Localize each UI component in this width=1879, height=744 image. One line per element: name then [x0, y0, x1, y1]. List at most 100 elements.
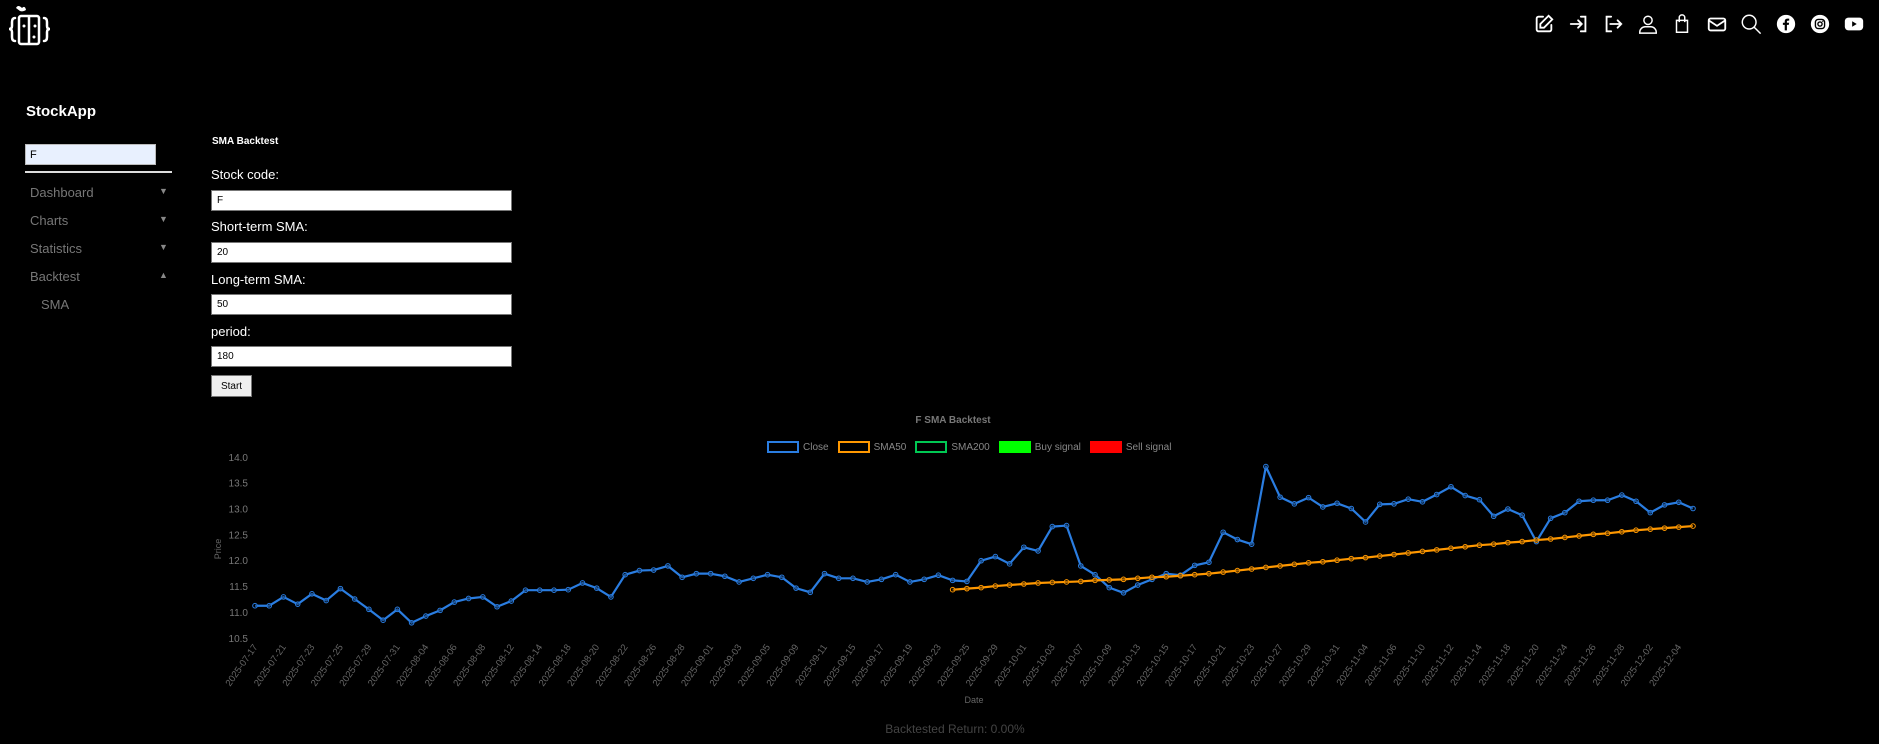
- data-point-close: [1633, 498, 1639, 505]
- data-point-close: [821, 570, 828, 577]
- data-point-close: [1291, 501, 1298, 507]
- data-point-close: [622, 571, 628, 578]
- legend-swatch: [915, 441, 948, 453]
- short-sma-label: Short-term SMA:: [211, 219, 308, 234]
- data-point-close: [494, 603, 500, 610]
- page-title: SMA Backtest: [212, 136, 279, 147]
- instagram-icon[interactable]: [1809, 13, 1831, 35]
- data-point-sma50: [1206, 570, 1212, 577]
- data-point-close: [551, 587, 557, 594]
- sidebar-item-statistics[interactable]: Statistics: [30, 241, 82, 256]
- legend-item-sma200[interactable]: SMA200: [915, 441, 990, 453]
- data-point-close: [252, 602, 258, 609]
- data-point-close: [1063, 522, 1070, 529]
- shopping-bag-icon[interactable]: [1671, 13, 1693, 35]
- data-point-sma50: [1263, 564, 1269, 571]
- logout-icon[interactable]: [1602, 13, 1624, 35]
- data-point-close: [764, 571, 771, 578]
- data-point-sma50: [1462, 543, 1468, 550]
- data-point-sma50: [1362, 554, 1369, 561]
- data-point-close: [1277, 494, 1283, 500]
- search-icon[interactable]: [1740, 13, 1762, 35]
- youtube-icon[interactable]: [1843, 13, 1865, 35]
- legend-item-close[interactable]: Close: [767, 441, 829, 453]
- data-point-close: [1476, 496, 1483, 503]
- data-point-close: [380, 617, 386, 624]
- data-point-close: [1519, 512, 1525, 519]
- data-point-sma50: [1490, 541, 1497, 547]
- data-point-close: [1619, 492, 1625, 498]
- data-point-close: [850, 575, 856, 582]
- data-point-sma50: [1505, 539, 1511, 546]
- data-point-close: [1604, 497, 1611, 504]
- sidebar-item-charts[interactable]: Charts: [30, 213, 68, 228]
- data-point-close: [1021, 544, 1027, 551]
- edit-icon[interactable]: [1533, 13, 1555, 35]
- data-point-close: [266, 602, 273, 609]
- sidebar-item-backtest[interactable]: Backtest: [30, 269, 80, 284]
- data-point-close: [1248, 541, 1255, 547]
- sidebar-item-dashboard[interactable]: Dashboard: [30, 185, 94, 200]
- data-point-close: [750, 575, 757, 582]
- user-icon[interactable]: [1637, 13, 1659, 35]
- data-point-close: [1419, 498, 1426, 505]
- start-button[interactable]: Start: [211, 375, 252, 397]
- data-point-close: [1590, 497, 1597, 504]
- chevron-up-icon[interactable]: ▲: [159, 270, 168, 280]
- data-point-sma50: [1675, 524, 1682, 530]
- data-point-close: [778, 574, 785, 581]
- data-point-sma50: [1647, 526, 1654, 532]
- data-point-sma50: [1106, 577, 1113, 583]
- data-point-close: [1505, 506, 1511, 512]
- short-sma-input[interactable]: [211, 242, 512, 263]
- data-point-sma50: [1049, 579, 1056, 586]
- data-point-close: [1362, 519, 1369, 525]
- data-point-close: [964, 578, 970, 585]
- data-point-sma50: [1320, 558, 1326, 565]
- chevron-down-icon[interactable]: ▼: [159, 214, 168, 224]
- data-point-sma50: [1533, 537, 1540, 543]
- data-point-close: [1547, 515, 1554, 522]
- login-icon[interactable]: [1568, 13, 1590, 35]
- facebook-icon[interactable]: [1775, 13, 1797, 35]
- data-point-close: [1448, 483, 1454, 490]
- data-point-close: [1576, 498, 1582, 505]
- data-point-close: [935, 572, 942, 579]
- data-point-sma50: [1092, 577, 1098, 584]
- chevron-down-icon[interactable]: ▼: [159, 186, 168, 196]
- data-point-sma50: [1063, 579, 1070, 585]
- data-point-close: [323, 597, 329, 604]
- data-point-sma50: [1391, 551, 1397, 558]
- legend-swatch: [1089, 441, 1122, 453]
- data-point-close: [907, 579, 913, 585]
- y-tick-label: 14.0: [229, 453, 249, 464]
- data-point-close: [1334, 500, 1340, 507]
- sidebar-divider: [25, 171, 172, 173]
- data-point-close: [565, 586, 572, 593]
- data-point-sma50: [1134, 575, 1141, 582]
- sidebar-search-input[interactable]: [25, 144, 156, 165]
- sidebar-subitem-sma[interactable]: SMA: [41, 297, 69, 312]
- data-point-sma50: [1035, 580, 1041, 586]
- period-input[interactable]: [211, 346, 512, 367]
- data-point-sma50: [1234, 567, 1241, 574]
- data-point-sma50: [1576, 533, 1582, 539]
- data-point-sma50: [1191, 571, 1198, 578]
- data-point-close: [835, 575, 842, 582]
- mail-icon[interactable]: [1706, 13, 1728, 35]
- data-point-close: [864, 579, 871, 585]
- logo[interactable]: [6, 4, 52, 48]
- data-point-sma50: [1690, 523, 1696, 529]
- data-point-sma50: [964, 585, 970, 592]
- long-sma-input[interactable]: [211, 294, 512, 315]
- legend-item-buy-signal[interactable]: Buy signal: [998, 441, 1081, 453]
- legend-item-sma50[interactable]: SMA50: [837, 441, 906, 453]
- y-tick-label: 10.5: [229, 634, 249, 645]
- chevron-down-icon[interactable]: ▼: [159, 242, 168, 252]
- data-point-close: [294, 601, 301, 607]
- y-tick-label: 12.5: [229, 530, 249, 541]
- stock-code-input[interactable]: [211, 190, 512, 211]
- legend-label: SMA200: [951, 441, 990, 453]
- legend-item-sell-signal[interactable]: Sell signal: [1089, 441, 1171, 453]
